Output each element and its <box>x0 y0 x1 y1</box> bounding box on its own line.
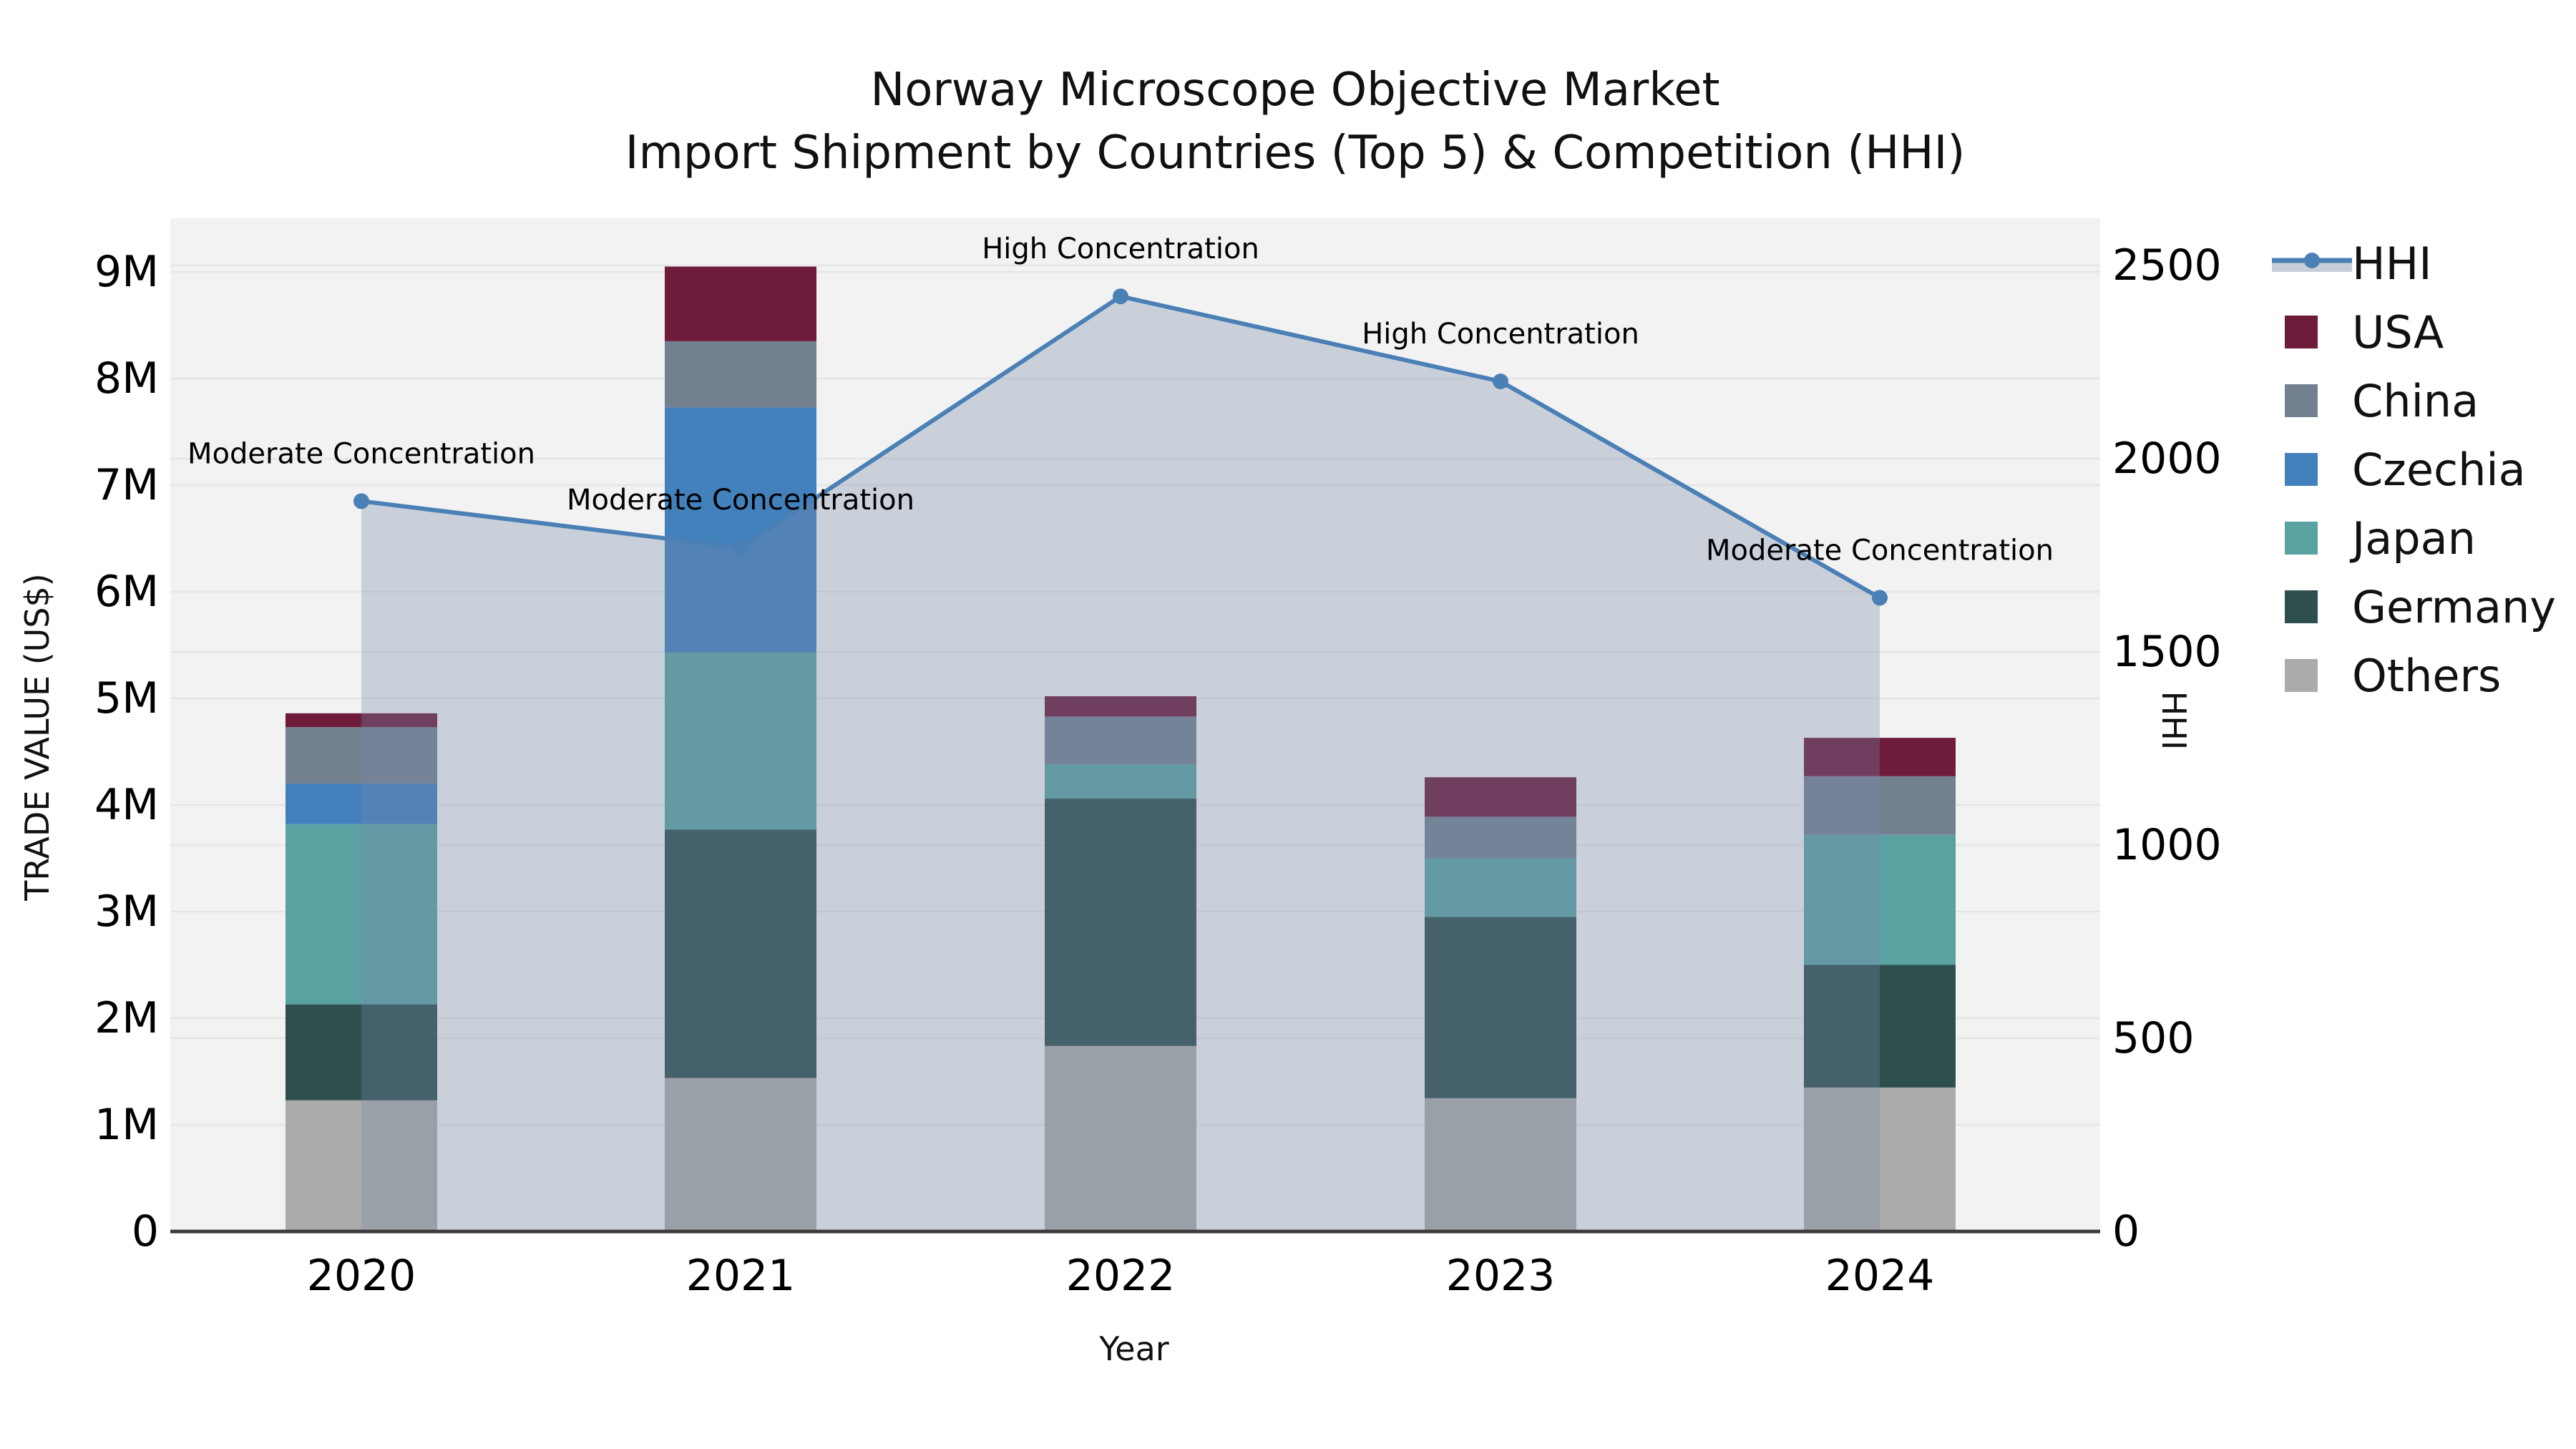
right-tick-label: 1500 <box>2112 627 2222 677</box>
left-tick-label: 5M <box>94 673 159 723</box>
bar-segment-china-2022 <box>1045 716 1196 765</box>
annotation-label: High Concentration <box>982 233 1259 265</box>
hhi-marker-2023 <box>1493 374 1508 389</box>
bar-segment-others-2023 <box>1425 1098 1576 1231</box>
legend-color-swatch-icon <box>2272 522 2352 555</box>
right-tick-label: 0 <box>2112 1206 2140 1257</box>
right-tick-label: 500 <box>2112 1013 2195 1063</box>
legend-color-swatch-icon <box>2272 590 2352 623</box>
legend-label: Czechia <box>2352 443 2526 496</box>
legend-color-swatch-icon <box>2272 453 2352 486</box>
x-tick-label: 2024 <box>1825 1251 1935 1301</box>
others-color-swatch-icon <box>2285 659 2318 692</box>
legend-item-czechia: Czechia <box>2272 435 2556 504</box>
bar-segment-japan-2024 <box>1804 834 1956 965</box>
left-tick-label: 2M <box>94 993 159 1043</box>
legend-item-japan: Japan <box>2272 504 2556 572</box>
left-tick-label: 4M <box>94 780 159 830</box>
bar-segment-germany-2020 <box>286 1004 437 1101</box>
china-color-swatch-icon <box>2285 384 2318 417</box>
legend-color-swatch-icon <box>2272 316 2352 348</box>
annotation-label: Moderate Concentration <box>187 437 535 470</box>
bar-segment-others-2020 <box>286 1100 437 1231</box>
x-axis-title: Year <box>1099 1330 1169 1368</box>
bar-segment-japan-2022 <box>1045 764 1196 799</box>
bar-segment-china-2021 <box>665 341 816 408</box>
x-tick-label: 2021 <box>686 1251 796 1301</box>
hhi-marker-2024 <box>1872 590 1888 606</box>
annotation-label: Moderate Concentration <box>567 484 914 517</box>
left-axis-title: TRADE VALUE (US$) <box>18 573 57 901</box>
hhi-line-swatch-icon <box>2272 253 2352 272</box>
bar-segment-usa-2023 <box>1425 777 1576 817</box>
right-tick-label: 2000 <box>2112 434 2222 484</box>
japan-color-swatch-icon <box>2285 522 2318 555</box>
bar-segment-others-2024 <box>1804 1087 1956 1231</box>
bar-segment-japan-2021 <box>665 652 816 830</box>
left-tick-label: 9M <box>94 247 159 297</box>
bar-segment-japan-2023 <box>1425 858 1576 917</box>
legend-label: HHI <box>2352 237 2432 290</box>
legend-label: USA <box>2352 306 2444 358</box>
chart-title: Norway Microscope Objective Market <box>870 64 1720 117</box>
legend-label: China <box>2352 374 2479 427</box>
czechia-color-swatch-icon <box>2285 453 2318 486</box>
bar-segment-usa-2021 <box>665 266 816 341</box>
x-tick-label: 2022 <box>1066 1251 1176 1301</box>
bar-segment-germany-2021 <box>665 829 816 1078</box>
x-tick-label: 2023 <box>1446 1251 1556 1301</box>
hhi-marker-2020 <box>353 493 369 509</box>
chart-subtitle: Import Shipment by Countries (Top 5) & C… <box>625 127 1966 180</box>
bar-segment-usa-2024 <box>1804 738 1956 776</box>
legend-item-germany: Germany <box>2272 572 2556 641</box>
right-axis-title: HHI <box>2155 691 2193 751</box>
legend-item-china: China <box>2272 366 2556 435</box>
legend-label: Germany <box>2352 580 2556 633</box>
right-tick-label: 1000 <box>2112 820 2222 870</box>
annotation-label: High Concentration <box>1362 318 1639 351</box>
bar-segment-others-2021 <box>665 1078 816 1231</box>
legend: HHI USA China Czechia Japan Germany Others <box>2272 229 2556 710</box>
bar-segment-others-2022 <box>1045 1045 1196 1231</box>
hhi-area-fill <box>361 296 1880 1232</box>
bar-segment-czechia-2020 <box>286 784 437 824</box>
annotation-label: Moderate Concentration <box>1706 534 2054 567</box>
bar-segment-germany-2024 <box>1804 965 1956 1088</box>
legend-color-swatch-icon <box>2272 384 2352 417</box>
hhi-marker-2021 <box>733 540 748 556</box>
germany-color-swatch-icon <box>2285 590 2318 623</box>
bar-segment-germany-2022 <box>1045 799 1196 1046</box>
legend-label: Others <box>2352 649 2502 702</box>
bar-segment-china-2020 <box>286 727 437 784</box>
legend-item-hhi: HHI <box>2272 229 2556 298</box>
left-tick-label: 0 <box>132 1206 159 1257</box>
left-tick-label: 3M <box>94 887 159 937</box>
x-tick-label: 2020 <box>307 1251 416 1301</box>
bar-segment-china-2023 <box>1425 816 1576 859</box>
left-tick-label: 6M <box>94 567 159 617</box>
legend-item-usa: USA <box>2272 298 2556 366</box>
bar-segment-japan-2020 <box>286 824 437 1005</box>
right-tick-label: 2500 <box>2112 240 2222 291</box>
left-tick-label: 7M <box>94 460 159 510</box>
bar-segment-czechia-2021 <box>665 407 816 653</box>
left-tick-label: 1M <box>94 1100 159 1150</box>
bar-segment-usa-2020 <box>286 713 437 728</box>
left-tick-label: 8M <box>94 353 159 404</box>
bar-segment-china-2024 <box>1804 776 1956 835</box>
bar-segment-germany-2023 <box>1425 917 1576 1098</box>
legend-color-swatch-icon <box>2272 659 2352 692</box>
legend-item-others: Others <box>2272 641 2556 710</box>
legend-label: Japan <box>2352 512 2476 565</box>
hhi-line-swatch-icon <box>2272 248 2352 279</box>
hhi-marker-2022 <box>1113 288 1128 305</box>
bar-segment-usa-2022 <box>1045 696 1196 717</box>
usa-color-swatch-icon <box>2285 316 2318 348</box>
